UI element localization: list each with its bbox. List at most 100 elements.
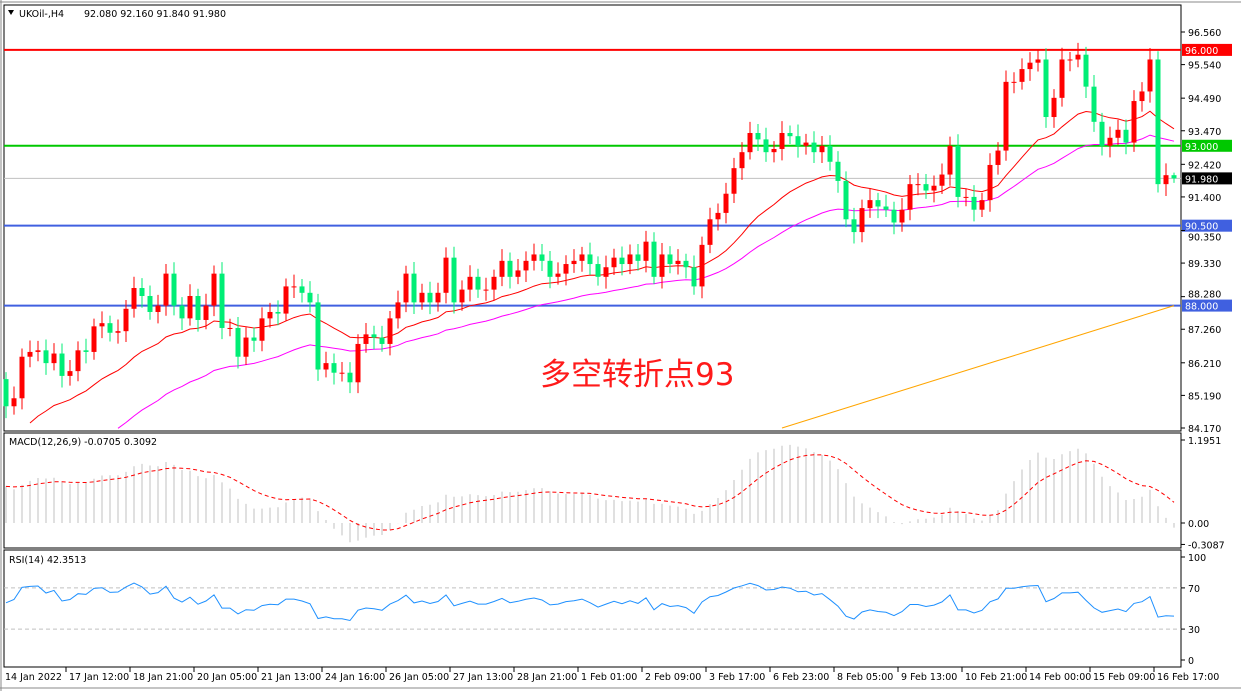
time-tick-label: 20 Jan 05:00 bbox=[197, 672, 257, 683]
candle-down bbox=[883, 206, 889, 210]
candle-up bbox=[603, 267, 609, 277]
candle-up bbox=[19, 356, 25, 399]
horizontal-levels[interactable]: 96.000 93.000 90.500 88.000 91.980 bbox=[4, 43, 1232, 313]
macd-signal-line bbox=[5, 454, 1175, 531]
candle-up bbox=[1067, 59, 1073, 61]
candle-up bbox=[571, 260, 577, 265]
level-88.000-label: 88.000 bbox=[1185, 302, 1218, 313]
price-tick-label: 94.490 bbox=[1188, 94, 1221, 105]
axes: 96.560 95.540 94.490 93.470 92.420 91.400 90.3… bbox=[0, 28, 1241, 689]
level-90.500-label-bg bbox=[1182, 219, 1232, 232]
price-tick-label: 91.400 bbox=[1188, 193, 1221, 204]
candle-up bbox=[443, 257, 449, 293]
candle-down bbox=[619, 257, 625, 265]
candle-up bbox=[1027, 62, 1033, 70]
candle-up bbox=[803, 142, 809, 146]
candle-down bbox=[539, 254, 545, 261]
candle-down bbox=[219, 273, 225, 328]
candle-up bbox=[723, 193, 729, 213]
candle-down bbox=[307, 292, 313, 303]
candle-up bbox=[1051, 97, 1057, 118]
chart-header-symbol: UKOil-,H4 bbox=[19, 9, 64, 20]
candle-up bbox=[75, 350, 81, 372]
candle-up bbox=[267, 311, 273, 319]
candle-up bbox=[363, 334, 369, 344]
rsi-panel bbox=[4, 582, 1181, 630]
candle-down bbox=[275, 311, 281, 314]
time-tick-label: 9 Feb 13:00 bbox=[901, 672, 957, 683]
candle-up bbox=[99, 323, 105, 327]
candle-down bbox=[179, 305, 185, 319]
candle-down bbox=[1171, 175, 1177, 179]
candle-down bbox=[1091, 86, 1097, 122]
candle-down bbox=[755, 132, 761, 140]
candle-down bbox=[331, 363, 337, 373]
rsi-tick-label: 100 bbox=[1188, 553, 1206, 564]
time-tick-label: 21 Jan 13:00 bbox=[261, 672, 321, 683]
candle-up bbox=[283, 286, 289, 314]
level-93.000-label: 93.000 bbox=[1185, 142, 1218, 153]
rsi-panel-frame bbox=[3, 549, 1182, 668]
candle-up bbox=[675, 260, 681, 265]
candle-up bbox=[387, 318, 393, 344]
candle-up bbox=[1115, 129, 1121, 138]
candle-up bbox=[419, 292, 425, 303]
candle-up bbox=[627, 254, 633, 265]
candle-up bbox=[155, 305, 161, 312]
candle-down bbox=[827, 145, 833, 162]
candle-up bbox=[227, 327, 233, 329]
rsi-line bbox=[5, 582, 1175, 622]
level-93.000-label-bg bbox=[1182, 139, 1232, 152]
candle-down bbox=[923, 184, 929, 191]
candle-down bbox=[107, 323, 113, 333]
candle-up bbox=[1139, 91, 1145, 102]
candle-up bbox=[859, 208, 865, 233]
candle-up bbox=[355, 343, 361, 383]
price-tick-label: 87.260 bbox=[1188, 325, 1221, 336]
candle-down bbox=[547, 260, 553, 277]
candle-up bbox=[963, 196, 969, 198]
candle-up bbox=[939, 174, 945, 186]
candle-down bbox=[1155, 59, 1161, 185]
macd-panel bbox=[5, 444, 1175, 543]
time-tick-label: 18 Jan 21:00 bbox=[133, 672, 193, 683]
time-tick-label: 1 Feb 01:00 bbox=[581, 672, 637, 683]
candle-up bbox=[459, 289, 465, 303]
candle-up bbox=[163, 273, 169, 306]
price-tick-label: 93.470 bbox=[1188, 127, 1221, 138]
candle-up bbox=[563, 264, 569, 274]
candle-down bbox=[251, 337, 257, 341]
candle-up bbox=[187, 296, 193, 319]
candle-up bbox=[1075, 54, 1081, 60]
candle-up bbox=[339, 372, 345, 374]
candle-up bbox=[611, 257, 617, 268]
price-tick-label: 86.210 bbox=[1188, 359, 1221, 370]
candles bbox=[3, 42, 1177, 419]
candle-down bbox=[763, 139, 769, 153]
candle-down bbox=[1043, 59, 1049, 118]
candle-up bbox=[435, 292, 441, 303]
time-tick-label: 16 Feb 17:00 bbox=[1157, 672, 1219, 683]
time-tick-label: 3 Feb 17:00 bbox=[709, 672, 765, 683]
macd-tick-label: 1.1951 bbox=[1188, 436, 1221, 447]
candle-down bbox=[427, 292, 433, 303]
price-tick-label: 84.170 bbox=[1188, 424, 1221, 435]
candle-down bbox=[955, 145, 961, 197]
candle-down bbox=[315, 302, 321, 370]
candle-up bbox=[947, 145, 953, 175]
time-tick-label: 6 Feb 23:00 bbox=[773, 672, 829, 683]
candle-up bbox=[779, 132, 785, 149]
level-96.000-label: 96.000 bbox=[1185, 46, 1218, 57]
macd-tick-label: -0.3087 bbox=[1188, 540, 1225, 551]
candle-down bbox=[59, 353, 65, 376]
candle-up bbox=[131, 288, 137, 309]
collapse-triangle-icon[interactable] bbox=[8, 10, 14, 15]
candle-up bbox=[731, 168, 737, 194]
candle-up bbox=[123, 308, 129, 332]
level-96.000-label-bg bbox=[1182, 43, 1232, 56]
candle-up bbox=[643, 241, 649, 261]
time-tick-label: 26 Jan 05:00 bbox=[389, 672, 449, 683]
candle-down bbox=[851, 219, 857, 233]
